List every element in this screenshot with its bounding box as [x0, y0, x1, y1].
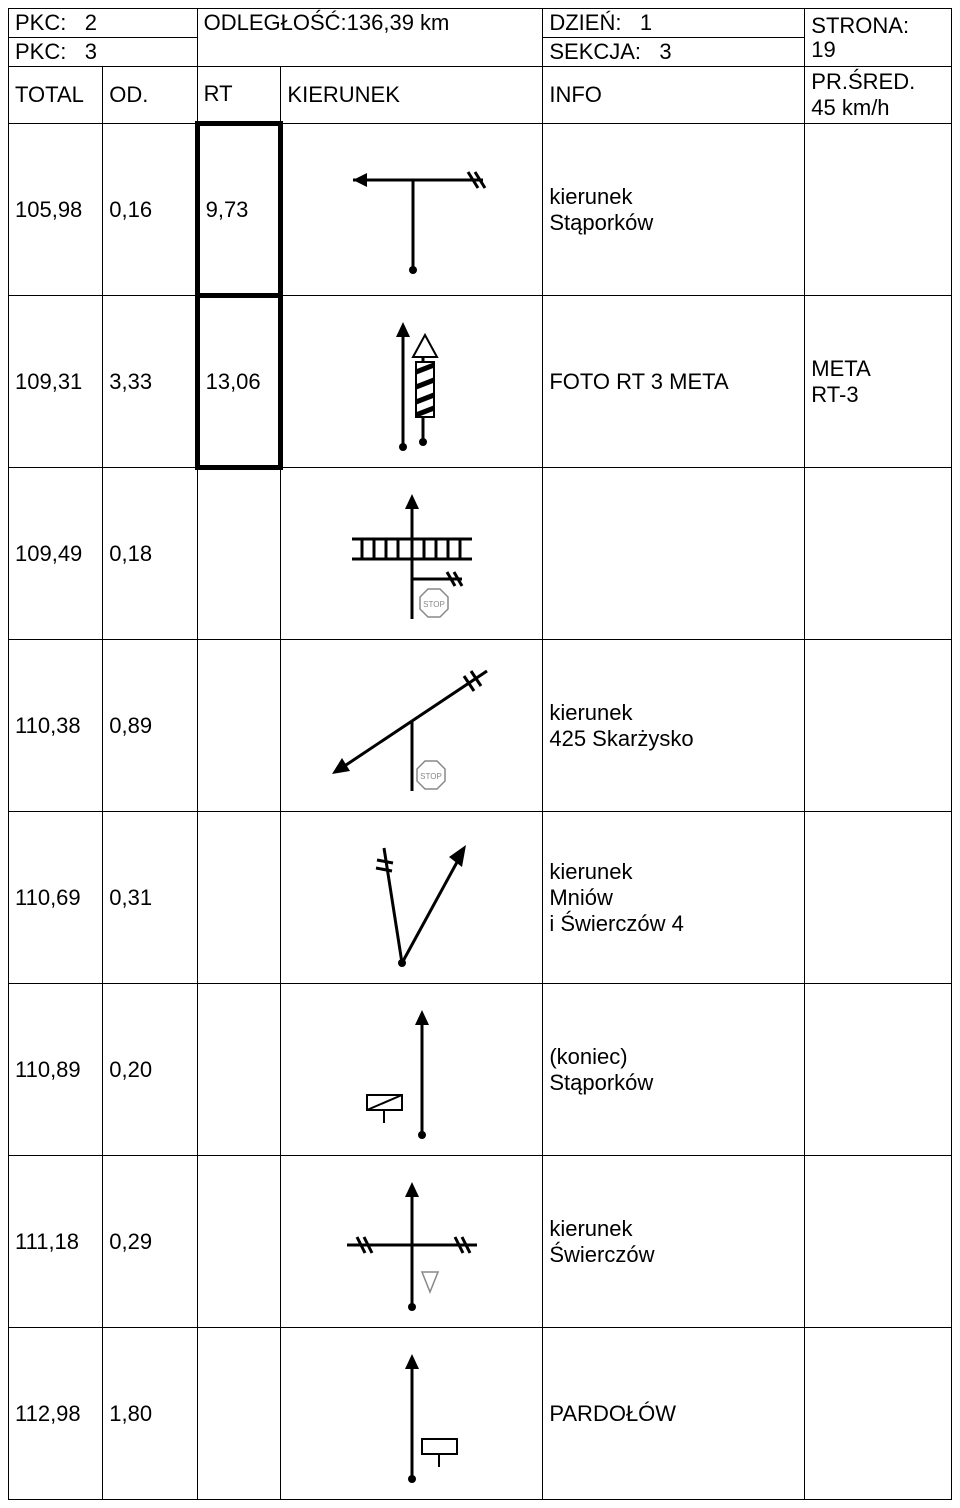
table-row: 110,69 0,31 kierunek Mniów i Świerczów 4 — [9, 812, 952, 984]
cell-rt — [197, 984, 281, 1156]
cell-rt: 9,73 — [197, 124, 281, 296]
col-info: INFO — [543, 67, 805, 124]
svg-text:STOP: STOP — [420, 772, 442, 781]
odleglosc-value: 136,39 km — [347, 10, 450, 35]
cell-total: 109,49 — [9, 468, 103, 640]
table-row: 112,98 1,80 PARDOŁÓW — [9, 1328, 952, 1500]
cell-total: 109,31 — [9, 296, 103, 468]
col-od: OD. — [103, 67, 197, 124]
sekcja-cell: SEKCJA: 3 — [543, 38, 805, 67]
header-row-1: PKC: 2 ODLEGŁOŚĆ:136,39 km DZIEŃ: 1 STRO… — [9, 9, 952, 38]
diagram-tulip: STOP — [281, 468, 543, 640]
cell-total: 110,38 — [9, 640, 103, 812]
pkc1-value: 2 — [85, 10, 97, 35]
odleglosc-label: ODLEGŁOŚĆ: — [204, 10, 347, 35]
prsred-value: 45 km/h — [811, 95, 889, 120]
cell-info: kierunek 425 Skarżysko — [543, 640, 805, 812]
cell-od: 3,33 — [103, 296, 197, 468]
cell-rt — [197, 812, 281, 984]
cell-od: 0,18 — [103, 468, 197, 640]
odleglosc-cell: ODLEGŁOŚĆ:136,39 km — [197, 9, 543, 67]
cell-info: kierunek Świerczów — [543, 1156, 805, 1328]
cell-total: 110,89 — [9, 984, 103, 1156]
dzien-cell: DZIEŃ: 1 — [543, 9, 805, 38]
col-rt: RT — [197, 67, 281, 124]
cell-info: PARDOŁÓW — [543, 1328, 805, 1500]
prsred-cell: PR.ŚRED. 45 km/h — [805, 67, 952, 124]
cell-total: 110,69 — [9, 812, 103, 984]
table-row: 109,31 3,33 13,06 FOTO RT 3 META M — [9, 296, 952, 468]
diagram-tulip — [281, 124, 543, 296]
cell-extra — [805, 812, 952, 984]
cell-info: (koniec) Stąporków — [543, 984, 805, 1156]
cell-extra — [805, 124, 952, 296]
cell-info — [543, 468, 805, 640]
diagram-tulip — [281, 812, 543, 984]
column-header-row: TOTAL OD. RT KIERUNEK INFO PR.ŚRED. 45 k… — [9, 67, 952, 124]
cell-od: 0,29 — [103, 1156, 197, 1328]
roadbook-table: PKC: 2 ODLEGŁOŚĆ:136,39 km DZIEŃ: 1 STRO… — [8, 8, 952, 1500]
cell-total: 111,18 — [9, 1156, 103, 1328]
cell-rt: 13,06 — [197, 296, 281, 468]
cell-extra: META RT-3 — [805, 296, 952, 468]
dzien-label: DZIEŃ: — [549, 10, 621, 35]
table-row: 110,89 0,20 (koniec) Stąporków — [9, 984, 952, 1156]
cell-info: kierunek Stąporków — [543, 124, 805, 296]
cell-extra — [805, 640, 952, 812]
pkc1-label: PKC: — [15, 10, 66, 35]
svg-text:STOP: STOP — [423, 600, 445, 609]
cell-od: 0,16 — [103, 124, 197, 296]
cell-extra — [805, 1156, 952, 1328]
cell-od: 0,20 — [103, 984, 197, 1156]
table-row: 110,38 0,89 STOP kierunek 425 Skarżysko — [9, 640, 952, 812]
col-kierunek: KIERUNEK — [281, 67, 543, 124]
cell-od: 0,89 — [103, 640, 197, 812]
cell-extra — [805, 468, 952, 640]
pkc2-label: PKC: — [15, 39, 66, 64]
cell-rt — [197, 1328, 281, 1500]
dzien-value: 1 — [640, 10, 652, 35]
table-row: 111,18 0,29 kierunek Świerczów — [9, 1156, 952, 1328]
diagram-tulip — [281, 984, 543, 1156]
pkc2-value: 3 — [85, 39, 97, 64]
prsred-label: PR.ŚRED. — [811, 69, 915, 94]
cell-rt — [197, 640, 281, 812]
sekcja-label: SEKCJA: — [549, 39, 641, 64]
table-row: 105,98 0,16 9,73 kierunek Stąporków — [9, 124, 952, 296]
cell-info: FOTO RT 3 META — [543, 296, 805, 468]
pkc1-cell: PKC: 2 — [9, 9, 198, 38]
cell-rt — [197, 468, 281, 640]
cell-rt — [197, 1156, 281, 1328]
pkc2-cell: PKC: 3 — [9, 38, 198, 67]
diagram-tulip — [281, 1156, 543, 1328]
cell-od: 0,31 — [103, 812, 197, 984]
cell-extra — [805, 1328, 952, 1500]
diagram-tulip — [281, 1328, 543, 1500]
sekcja-value: 3 — [659, 39, 671, 64]
cell-total: 105,98 — [9, 124, 103, 296]
strona-cell: STRONA: 19 — [805, 9, 952, 67]
strona-label: STRONA: — [811, 13, 909, 38]
cell-od: 1,80 — [103, 1328, 197, 1500]
cell-extra — [805, 984, 952, 1156]
strona-value: 19 — [811, 37, 835, 62]
diagram-tulip — [281, 296, 543, 468]
cell-total: 112,98 — [9, 1328, 103, 1500]
cell-info: kierunek Mniów i Świerczów 4 — [543, 812, 805, 984]
diagram-tulip: STOP — [281, 640, 543, 812]
table-row: 109,49 0,18 — [9, 468, 952, 640]
col-total: TOTAL — [9, 67, 103, 124]
